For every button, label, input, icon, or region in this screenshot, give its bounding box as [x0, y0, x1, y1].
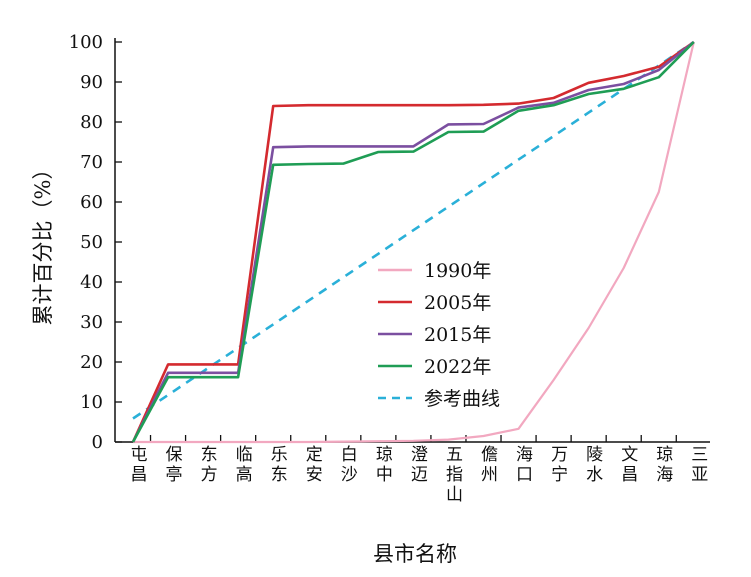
- legend-label: 2015年: [424, 324, 491, 346]
- y-tick-label: 10: [80, 392, 103, 413]
- series-line-2005年: [131, 40, 695, 443]
- x-category-label: 乐东: [271, 445, 288, 485]
- series-line-参考曲线: [132, 40, 695, 420]
- x-category-label: 保亭: [166, 445, 183, 485]
- x-category-label: 澄迈: [411, 445, 428, 485]
- x-category-label: 白沙: [341, 445, 358, 485]
- series-line-2015年: [131, 40, 695, 443]
- x-category-label: 海口: [516, 445, 533, 485]
- x-category-label: 三亚: [691, 445, 708, 485]
- axes: 0 10 20 30 40 50 60 70 80 90 100 屯昌保亭东方临高乐东定安白沙琼中澄迈…: [69, 32, 710, 505]
- x-category-label: 屯昌: [131, 445, 148, 485]
- x-axis-title: 县市名称: [373, 542, 457, 566]
- x-category-label: 五指山: [446, 445, 463, 505]
- x-category-label: 琼中: [376, 445, 393, 485]
- x-category-label: 万宁: [551, 445, 568, 485]
- y-axis-title: 累计百分比（%）: [31, 159, 55, 326]
- x-category-label: 儋州: [481, 445, 498, 485]
- x-category-label: 定安: [306, 445, 323, 485]
- legend-label: 1990年: [424, 260, 491, 282]
- x-category-label: 临高: [236, 445, 253, 485]
- legend-label: 2022年: [424, 356, 491, 378]
- x-category-label: 琼海: [656, 445, 673, 485]
- x-category-label: 文昌: [621, 445, 638, 485]
- series-line-1990年: [133, 41, 695, 444]
- y-tick-label: 90: [80, 72, 103, 93]
- y-tick-label: 50: [80, 232, 103, 253]
- series-line-2022年: [131, 41, 695, 443]
- y-tick-label: 100: [69, 32, 103, 53]
- x-category-label: 东方: [201, 445, 218, 485]
- y-tick-label: 0: [92, 432, 103, 453]
- x-category-label: 陵水: [586, 445, 603, 485]
- y-tick-label: 40: [80, 272, 103, 293]
- y-tick-label: 70: [80, 152, 103, 173]
- y-tick-label: 30: [80, 312, 103, 333]
- legend-label: 参考曲线: [424, 388, 500, 410]
- y-tick-label: 80: [80, 112, 103, 133]
- legend-label: 2005年: [424, 292, 491, 314]
- series-lines: [131, 40, 695, 444]
- y-tick-label: 60: [80, 192, 103, 213]
- y-tick-label: 20: [80, 352, 103, 373]
